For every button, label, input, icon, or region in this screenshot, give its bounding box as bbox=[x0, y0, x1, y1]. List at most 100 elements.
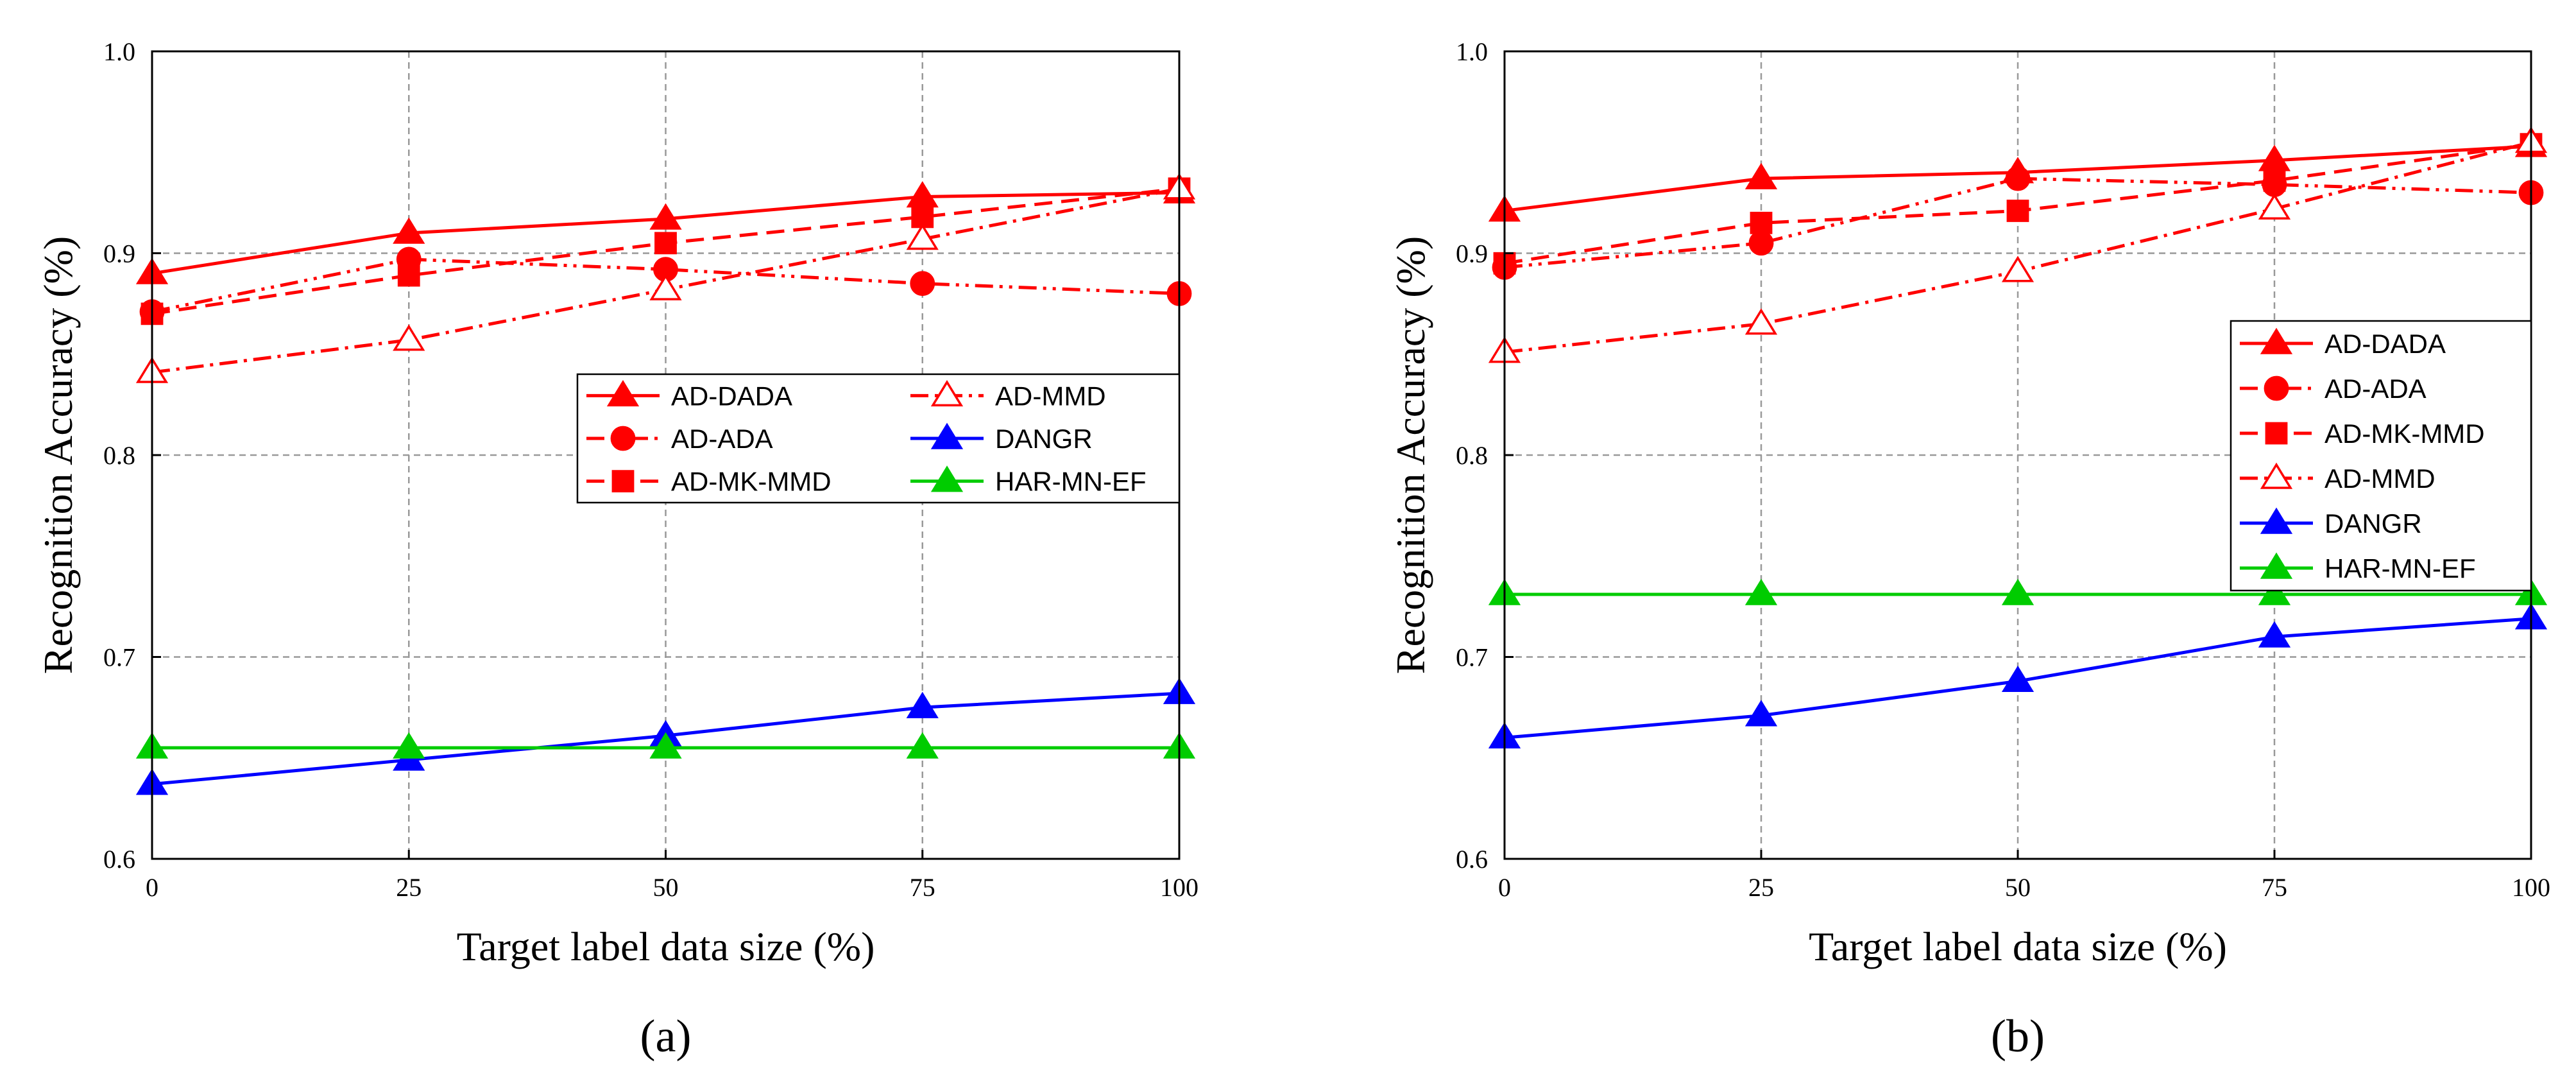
legend-label: AD-MK-MMD bbox=[671, 467, 832, 497]
x-tick-label: 50 bbox=[653, 873, 679, 902]
data-point bbox=[611, 470, 635, 493]
legend-item: AD-MK-MMD bbox=[2240, 419, 2485, 449]
y-tick-label: 0.7 bbox=[103, 643, 135, 672]
data-point bbox=[1744, 308, 1778, 335]
panel-a: 0 25 50 75 100 0.6 0.7 0.8 0.9 1.0 Target label da… bbox=[35, 37, 1198, 1062]
series-ad-mk-mmd bbox=[141, 177, 1191, 325]
data-point bbox=[2258, 193, 2291, 220]
x-tick-label: 75 bbox=[2262, 873, 2287, 902]
data-point bbox=[1744, 700, 1778, 727]
y-tick-label: 0.6 bbox=[103, 845, 135, 874]
legend-item: HAR-MN-EF bbox=[2240, 552, 2476, 583]
data-point bbox=[2258, 578, 2291, 605]
x-tick-label: 0 bbox=[1498, 873, 1511, 902]
data-point bbox=[606, 379, 640, 407]
x-axis-title: Target label data size (%) bbox=[1809, 924, 2227, 969]
legend-label: DANGR bbox=[2324, 508, 2422, 539]
y-tick-label: 0.9 bbox=[103, 239, 135, 268]
y-tick-label: 0.6 bbox=[1456, 845, 1488, 874]
data-point bbox=[1744, 578, 1778, 605]
data-point bbox=[610, 426, 636, 451]
y-tick-label: 1.0 bbox=[103, 37, 135, 66]
legend-item: DANGR bbox=[910, 422, 1093, 454]
x-tick-label: 25 bbox=[1748, 873, 1774, 902]
y-axis: 0.6 0.7 0.8 0.9 1.0 bbox=[103, 37, 161, 874]
data-point bbox=[2265, 422, 2288, 445]
data-point bbox=[654, 232, 677, 255]
data-point bbox=[2001, 665, 2034, 692]
series-har-mn-ef bbox=[1488, 578, 2548, 605]
data-point bbox=[393, 732, 425, 759]
data-point bbox=[2001, 255, 2034, 282]
x-axis-title: Target label data size (%) bbox=[457, 924, 875, 969]
data-point bbox=[930, 465, 964, 492]
data-point bbox=[2006, 200, 2029, 222]
data-point bbox=[930, 379, 964, 407]
legend-item: AD-DADA bbox=[2240, 327, 2446, 359]
y-tick-label: 1.0 bbox=[1456, 37, 1488, 66]
data-point bbox=[1750, 211, 1773, 234]
x-tick-label: 100 bbox=[2512, 873, 2550, 902]
legend-label: HAR-MN-EF bbox=[995, 467, 1147, 497]
data-point bbox=[1744, 162, 1778, 189]
y-axis-title: Recognition Accuracy (%) bbox=[1388, 236, 1433, 674]
x-tick-label: 25 bbox=[396, 873, 422, 902]
series-line bbox=[151, 257, 1180, 314]
x-tick-label: 50 bbox=[2005, 873, 2031, 902]
legend-item: DANGR bbox=[2240, 507, 2422, 539]
legend-box bbox=[576, 373, 1181, 504]
legend-item: AD-DADA bbox=[586, 379, 792, 411]
legend-label: AD-DADA bbox=[2324, 329, 2446, 359]
data-point bbox=[930, 422, 964, 449]
legend-label: DANGR bbox=[995, 424, 1093, 454]
panel-b: 0 25 50 75 100 0.6 0.7 0.8 0.9 1.0 Target label da… bbox=[1388, 37, 2550, 1062]
legend-label: HAR-MN-EF bbox=[2324, 553, 2476, 583]
data-point bbox=[910, 271, 935, 297]
legend: AD-DADA AD-ADA AD-MK-MMD AD-MMD DANGR HAR-MN-… bbox=[576, 373, 1181, 504]
series-line bbox=[1504, 177, 2532, 270]
data-point bbox=[2260, 552, 2293, 579]
x-tick-label: 100 bbox=[1160, 873, 1198, 902]
legend-item: AD-MK-MMD bbox=[586, 467, 832, 497]
data-point bbox=[649, 203, 682, 230]
x-axis: 0 25 50 75 100 bbox=[146, 850, 1198, 902]
legend-label: AD-MK-MMD bbox=[2324, 419, 2485, 449]
y-tick-label: 0.9 bbox=[1456, 239, 1488, 268]
data-point bbox=[2263, 169, 2286, 192]
legend-item: AD-ADA bbox=[2240, 374, 2427, 404]
data-point bbox=[649, 273, 682, 300]
data-point bbox=[906, 691, 939, 718]
legend-item: HAR-MN-EF bbox=[910, 465, 1147, 497]
data-point bbox=[2258, 621, 2291, 648]
y-tick-label: 0.8 bbox=[103, 441, 135, 470]
data-point bbox=[2001, 578, 2034, 605]
panel-label: (b) bbox=[1991, 1010, 2045, 1062]
data-point bbox=[393, 324, 425, 351]
legend-label: AD-MMD bbox=[995, 381, 1106, 411]
y-tick-label: 0.7 bbox=[1456, 643, 1488, 672]
data-point bbox=[649, 732, 682, 759]
data-point bbox=[906, 732, 939, 759]
data-point bbox=[906, 223, 939, 250]
x-axis: 0 25 50 75 100 bbox=[1498, 850, 2550, 902]
legend-label: AD-DADA bbox=[671, 381, 792, 411]
legend-item: AD-MMD bbox=[2240, 462, 2435, 494]
data-point bbox=[397, 264, 420, 287]
panel-label: (a) bbox=[640, 1010, 692, 1062]
legend-item: AD-ADA bbox=[586, 424, 773, 454]
data-point bbox=[2260, 327, 2293, 354]
data-point bbox=[2264, 376, 2289, 401]
x-tick-label: 75 bbox=[910, 873, 935, 902]
legend-label: AD-ADA bbox=[2324, 374, 2427, 404]
data-point bbox=[1748, 230, 1774, 256]
legend-label: AD-MMD bbox=[2324, 463, 2435, 494]
y-tick-label: 0.8 bbox=[1456, 441, 1488, 470]
x-tick-label: 0 bbox=[146, 873, 158, 902]
legend-label: AD-ADA bbox=[671, 424, 773, 454]
data-point bbox=[2005, 166, 2031, 191]
y-axis: 0.6 0.7 0.8 0.9 1.0 bbox=[1456, 37, 1514, 874]
y-axis-title: Recognition Accuracy (%) bbox=[35, 236, 81, 674]
data-point bbox=[2260, 462, 2293, 489]
legend-item: AD-MMD bbox=[910, 379, 1106, 411]
